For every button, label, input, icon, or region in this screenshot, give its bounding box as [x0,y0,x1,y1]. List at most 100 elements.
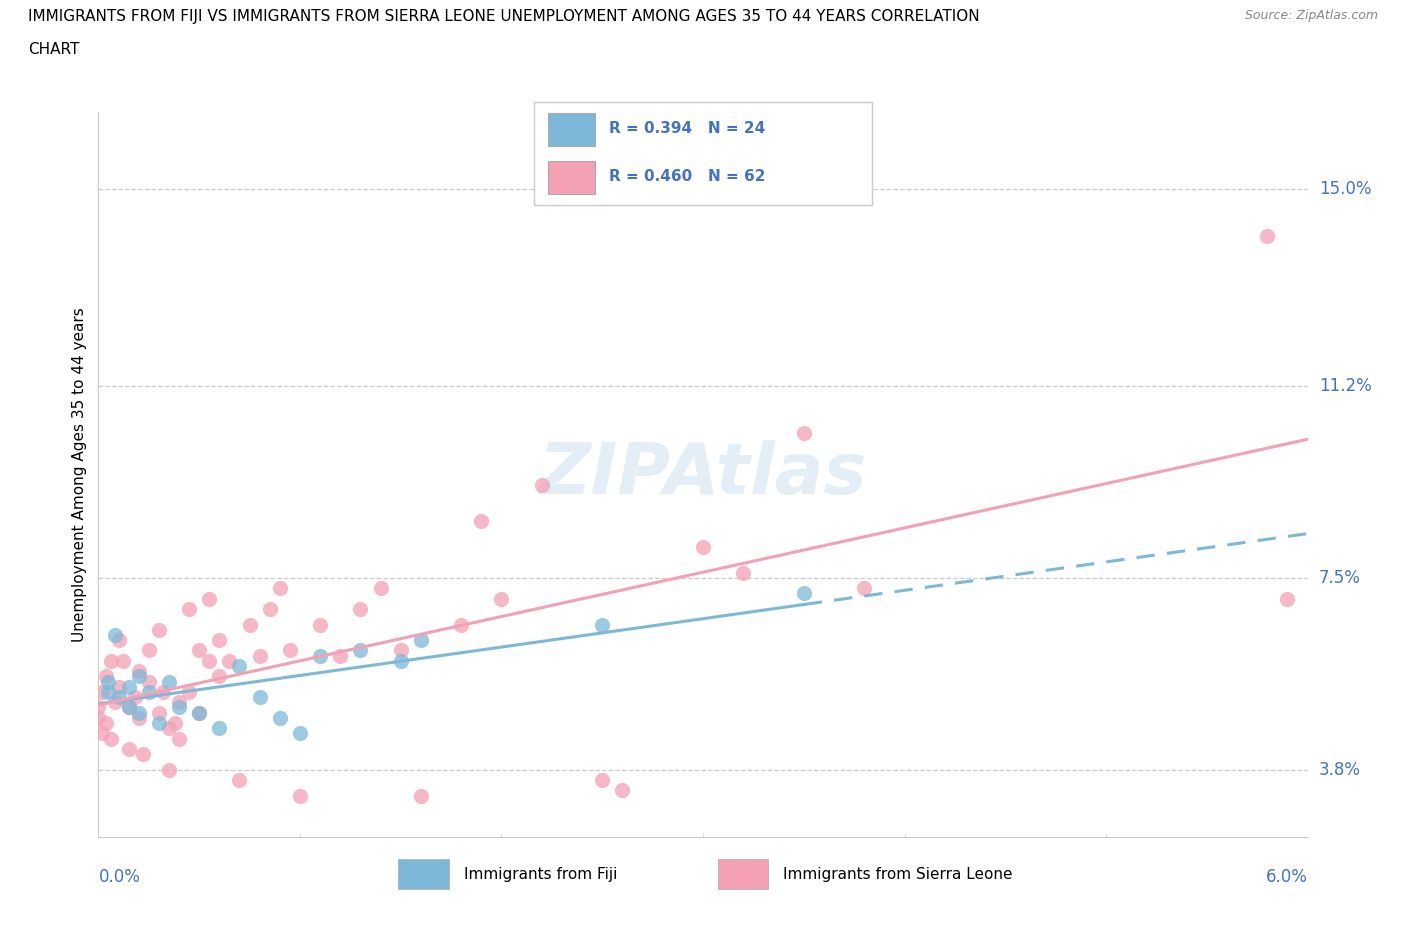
Point [118,700,141,715]
Point [138,674,160,689]
Point [198,654,221,669]
Text: 0.0%: 0.0% [98,868,141,885]
Point [103,695,125,710]
Point [148,715,170,730]
Point [591,618,613,632]
Point [370,581,392,596]
Point [96,715,118,730]
Point [107,690,129,705]
Point [208,669,231,684]
Point [100,731,122,746]
Point [218,654,240,669]
Point [124,690,146,705]
Point [111,654,134,669]
Point [132,747,155,762]
Point [118,741,141,756]
Point [103,628,125,643]
Point [138,643,160,658]
Point [100,654,122,669]
Point [148,705,170,720]
Text: CHART: CHART [28,42,80,57]
Point [208,632,231,647]
Text: IMMIGRANTS FROM FIJI VS IMMIGRANTS FROM SIERRA LEONE UNEMPLOYMENT AMONG AGES 35 : IMMIGRANTS FROM FIJI VS IMMIGRANTS FROM … [28,9,980,24]
Text: 15.0%: 15.0% [1319,180,1371,198]
Point [349,602,371,617]
Point [128,705,150,720]
Point [91,684,114,699]
Point [138,684,160,699]
Text: ZIPAtlas: ZIPAtlas [538,440,868,509]
Point [591,773,613,788]
Point [409,632,432,647]
Point [269,711,291,725]
Point [349,643,371,658]
Point [733,565,755,580]
Point [152,684,174,699]
Point [450,618,472,632]
Point [239,618,262,632]
Point [389,643,412,658]
Point [288,788,311,803]
Point [157,763,180,777]
Point [259,602,281,617]
Point [167,700,190,715]
Point [1256,229,1278,244]
Point [179,684,201,699]
Point [87,711,110,725]
Point [853,581,876,596]
Point [228,773,250,788]
Point [198,591,221,606]
Point [118,679,141,694]
Point [1277,591,1299,606]
FancyBboxPatch shape [548,113,595,146]
Point [188,705,211,720]
Point [309,648,332,663]
Point [269,581,291,596]
FancyBboxPatch shape [717,859,768,889]
Y-axis label: Unemployment Among Ages 35 to 44 years: Unemployment Among Ages 35 to 44 years [72,307,87,642]
Point [167,695,190,710]
Point [163,715,186,730]
Point [329,648,352,663]
Point [128,711,150,725]
Point [793,425,815,440]
Point [208,721,231,736]
Point [97,684,120,699]
Point [128,669,150,684]
Point [612,783,634,798]
Point [97,674,120,689]
Point [470,513,492,528]
Point [288,726,311,741]
Point [188,643,211,658]
Point [96,669,118,684]
Point [530,477,553,492]
Text: Source: ZipAtlas.com: Source: ZipAtlas.com [1244,9,1378,22]
Point [228,658,250,673]
Point [87,700,110,715]
FancyBboxPatch shape [548,161,595,194]
Point [118,700,141,715]
Point [793,586,815,601]
Text: Immigrants from Fiji: Immigrants from Fiji [464,867,617,882]
Point [148,622,170,637]
Point [157,721,180,736]
Text: R = 0.394   N = 24: R = 0.394 N = 24 [609,122,765,137]
Point [91,726,114,741]
Point [278,643,301,658]
Point [491,591,513,606]
Point [188,705,211,720]
Text: 11.2%: 11.2% [1319,378,1371,395]
Point [179,602,201,617]
FancyBboxPatch shape [398,859,449,889]
Point [309,618,332,632]
Text: R = 0.460   N = 62: R = 0.460 N = 62 [609,169,765,184]
Point [409,788,432,803]
Point [389,654,412,669]
Point [157,674,180,689]
Text: 6.0%: 6.0% [1265,868,1308,885]
Text: Immigrants from Sierra Leone: Immigrants from Sierra Leone [783,867,1012,882]
Point [107,679,129,694]
Point [128,664,150,679]
Text: 3.8%: 3.8% [1319,761,1361,778]
Point [249,648,271,663]
